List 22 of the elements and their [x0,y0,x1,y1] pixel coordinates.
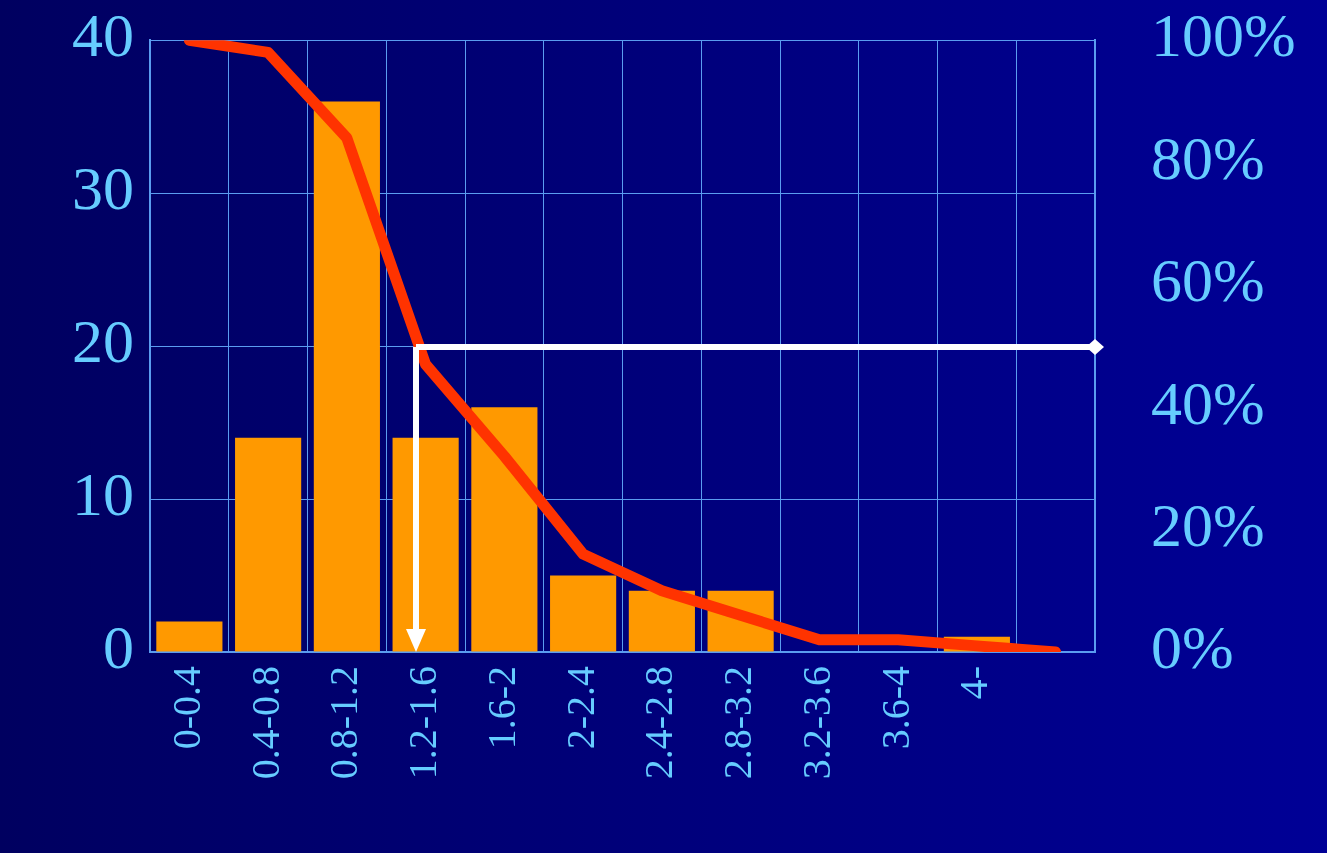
y-tick-label: 0 [103,613,134,682]
x-tick-label: 2.4-2.8 [636,666,682,780]
y-tick-label: 20 [72,307,134,376]
x-tick-label: 0.4-0.8 [242,666,288,780]
y2-tick-label: 80% [1151,123,1265,192]
y-tick-label: 40 [72,1,134,70]
x-tick-label: 3.6-4 [872,666,918,750]
y2-tick-label: 0% [1151,613,1234,682]
y2-tick-label: 100% [1151,1,1296,70]
y2-tick-label: 20% [1151,490,1265,559]
y-tick-label: 30 [72,154,134,223]
y2-tick-label: 40% [1151,368,1265,437]
x-tick-label: 2-2.4 [557,666,603,750]
x-tick-label: 0-0.4 [163,666,209,750]
x-tick-label: 4- [951,666,997,700]
y-tick-label: 10 [72,460,134,529]
x-tick-label: 2.8-3.2 [715,666,761,780]
x-tick-label: 1.6-2 [478,666,524,750]
y2-tick-label: 60% [1151,246,1265,315]
x-tick-label: 0.8-1.2 [321,666,367,780]
x-tick-label: 3.2-3.6 [793,666,839,780]
x-tick-label: 1.2-1.6 [400,666,446,780]
